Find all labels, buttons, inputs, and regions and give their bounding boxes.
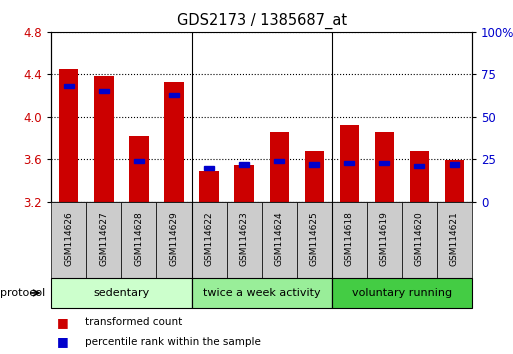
Bar: [380, 161, 389, 165]
Bar: [415, 164, 424, 168]
Bar: [274, 159, 284, 163]
Bar: [374, 132, 394, 202]
Bar: [94, 76, 113, 202]
Text: GSM114620: GSM114620: [415, 211, 424, 266]
Bar: [156, 202, 191, 278]
Bar: [164, 82, 184, 202]
Bar: [239, 162, 249, 166]
Bar: [191, 202, 227, 278]
Bar: [340, 125, 359, 202]
Bar: [332, 278, 472, 308]
Text: ■: ■: [56, 316, 68, 329]
Text: GSM114623: GSM114623: [240, 211, 249, 266]
Text: voluntary running: voluntary running: [352, 288, 452, 298]
Bar: [445, 160, 464, 202]
Text: GSM114627: GSM114627: [100, 211, 108, 266]
Text: twice a week activity: twice a week activity: [203, 288, 321, 298]
Bar: [309, 162, 319, 166]
Text: GSM114629: GSM114629: [169, 211, 179, 266]
Bar: [449, 162, 459, 166]
Bar: [332, 202, 367, 278]
Text: GSM114625: GSM114625: [310, 211, 319, 266]
Text: ■: ■: [56, 335, 68, 348]
Bar: [200, 171, 219, 202]
Text: transformed count: transformed count: [85, 317, 182, 327]
Bar: [169, 93, 179, 97]
Bar: [204, 166, 214, 170]
Bar: [51, 278, 191, 308]
Bar: [134, 159, 144, 163]
Bar: [51, 202, 86, 278]
Text: GSM114618: GSM114618: [345, 211, 354, 266]
Bar: [410, 151, 429, 202]
Bar: [437, 202, 472, 278]
Bar: [297, 202, 332, 278]
Text: sedentary: sedentary: [93, 288, 149, 298]
Bar: [86, 202, 122, 278]
Bar: [269, 132, 289, 202]
Bar: [129, 136, 149, 202]
Text: GSM114621: GSM114621: [450, 211, 459, 266]
Bar: [305, 151, 324, 202]
Bar: [234, 165, 254, 202]
Text: GSM114624: GSM114624: [274, 211, 284, 266]
Text: GSM114622: GSM114622: [205, 211, 213, 266]
Bar: [402, 202, 437, 278]
Bar: [344, 161, 354, 165]
Bar: [64, 84, 74, 88]
Bar: [262, 202, 297, 278]
Title: GDS2173 / 1385687_at: GDS2173 / 1385687_at: [176, 13, 347, 29]
Text: protocol: protocol: [0, 288, 45, 298]
Bar: [99, 89, 109, 93]
Bar: [122, 202, 156, 278]
Text: GSM114619: GSM114619: [380, 211, 389, 266]
Bar: [59, 69, 78, 202]
Text: GSM114626: GSM114626: [64, 211, 73, 266]
Bar: [227, 202, 262, 278]
Bar: [191, 278, 332, 308]
Text: percentile rank within the sample: percentile rank within the sample: [85, 337, 261, 347]
Bar: [367, 202, 402, 278]
Text: GSM114628: GSM114628: [134, 211, 144, 266]
